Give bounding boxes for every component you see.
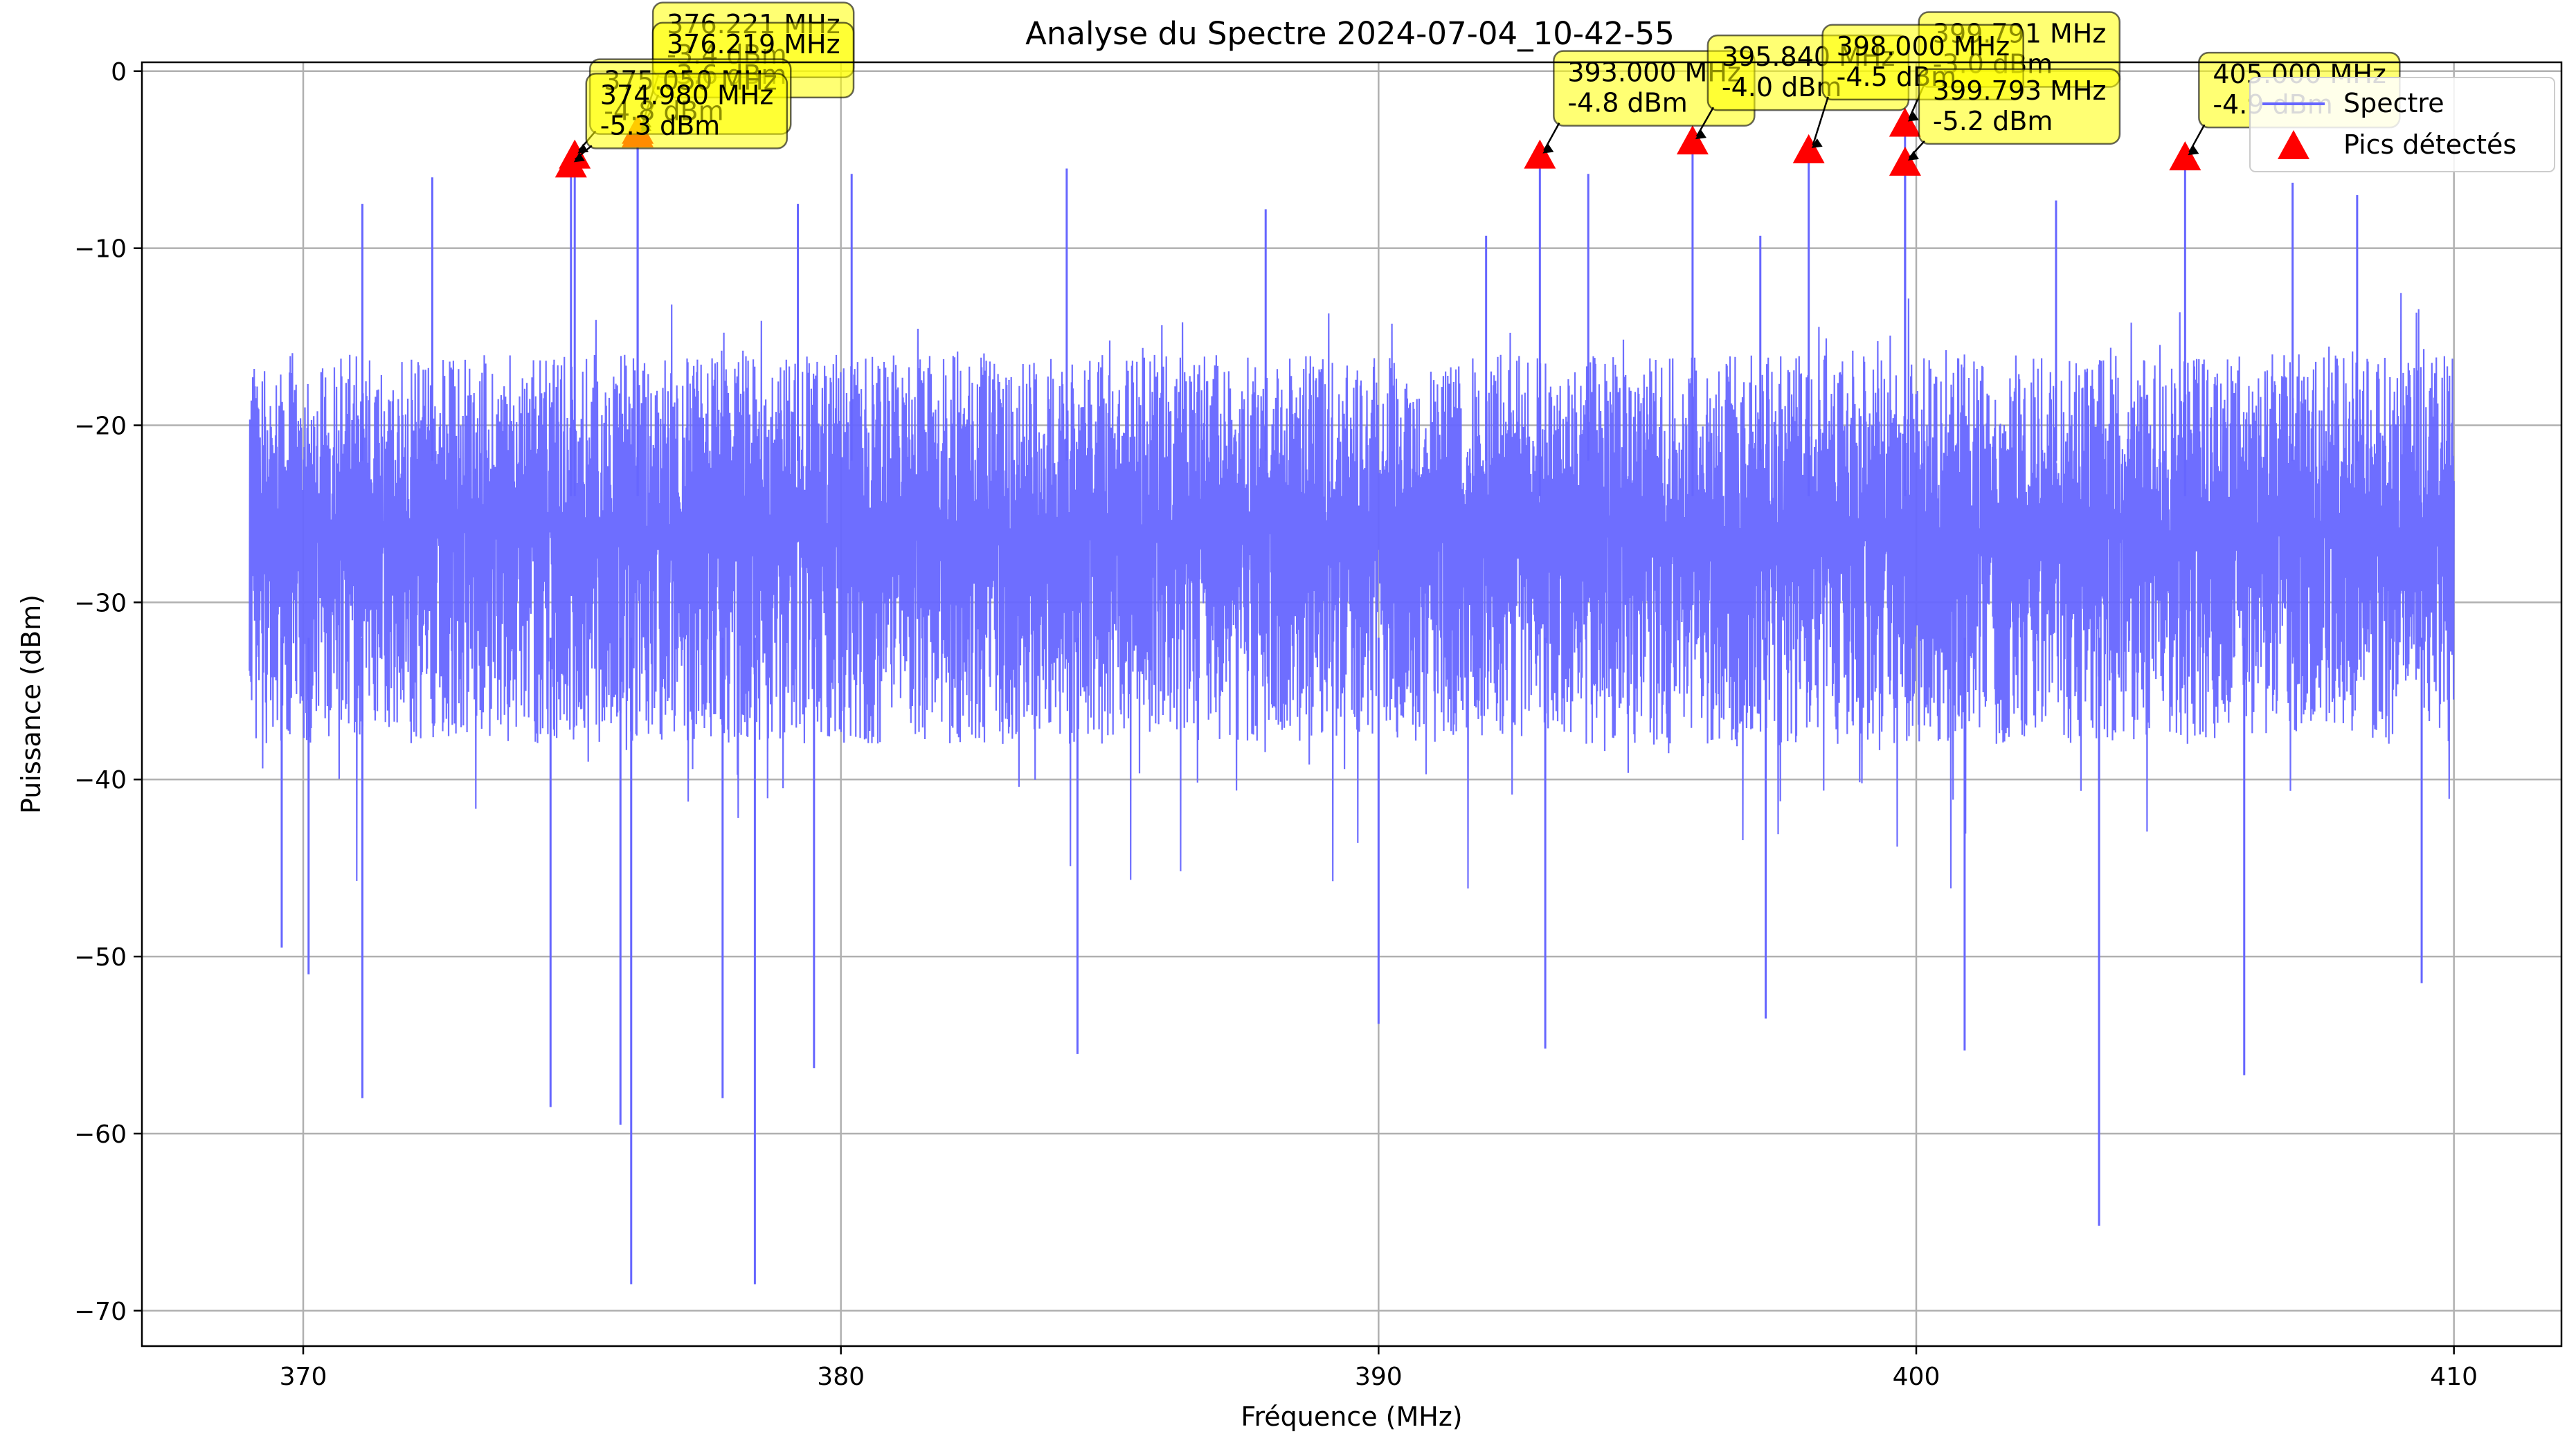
peak-marker [1889,146,1921,176]
x-tick-label: 410 [2430,1363,2478,1391]
annotation-arrow [1543,122,1560,152]
y-tick-label: −40 [74,766,127,795]
annotation-arrowhead [2188,145,2199,156]
annotation-arrow [1812,96,1829,146]
legend: Spectre Pics détectés [2249,77,2555,172]
x-tick-label: 370 [280,1363,327,1391]
annotation-frequency: 374.980 MHz [600,80,774,110]
y-tick-label: −20 [74,412,127,441]
annotation-arrow [1695,107,1714,137]
spectrum-line [249,293,2455,889]
annotation-arrowhead [1907,111,1919,122]
y-tick-label: −60 [74,1120,127,1149]
annotation-arrowhead [1695,129,1706,140]
peak-marker [1792,134,1825,163]
y-tick-label: −10 [74,235,127,264]
peak-marker [559,139,591,169]
y-tick-label: −50 [74,943,127,972]
x-axis-title: Fréquence (MHz) [1241,1401,1462,1432]
annotation-arrowhead [1811,138,1823,148]
legend-peaks-label: Pics détectés [2343,129,2516,160]
peak-marker [2169,141,2201,171]
peak-marker [1676,125,1709,155]
legend-peaks-swatch [2278,130,2309,159]
legend-box [2249,77,2555,172]
peak-marker [1524,139,1556,169]
annotation-box [585,73,789,149]
peak-marker [1889,107,1921,137]
chart-title: Analyse du Spectre 2024-07-04_10-42-55 [1025,15,1675,52]
annotation-arrowhead [1907,150,1919,161]
legend-spectre-label: Spectre [2343,88,2444,118]
annotation-frequency: 399.793 MHz [1933,75,2107,106]
y-tick-label: −30 [74,589,127,617]
annotation-box [1918,68,2121,145]
annotation-power: -5.3 dBm [600,110,720,140]
annotation-frequency: 376.219 MHz [667,29,840,60]
x-tick-label: 380 [817,1363,865,1391]
annotation-arrowhead [573,152,585,163]
y-tick-label: −70 [74,1298,127,1326]
annotation-power: -5.2 dBm [1933,106,2053,136]
y-tick-label: 0 [111,58,127,87]
annotation-arrowhead [1542,143,1554,154]
annotation-frequency: 398.000 MHz [1837,31,2010,62]
x-tick-label: 400 [1893,1363,1940,1391]
annotation-arrow [2188,124,2206,153]
spectrum-series [249,124,2455,1285]
y-axis-title: Puissance (dBm) [16,595,46,814]
peak-annotations: 376.221 MHz-3.4 dBm376.219 MHz-3.6 dBm37… [573,1,2401,163]
annotation-power: -4.8 dBm [1567,88,1687,118]
x-tick-label: 390 [1355,1363,1403,1391]
peak-annotation: 374.980 MHz-5.3 dBm [573,73,789,163]
peak-annotation: 399.793 MHz-5.2 dBm [1907,68,2121,161]
axis-ticks: 370 380 390 400 410 0 −10 −20 −30 −40 −50 −60 −70 [74,58,2478,1391]
plot-frame [141,61,2563,1347]
